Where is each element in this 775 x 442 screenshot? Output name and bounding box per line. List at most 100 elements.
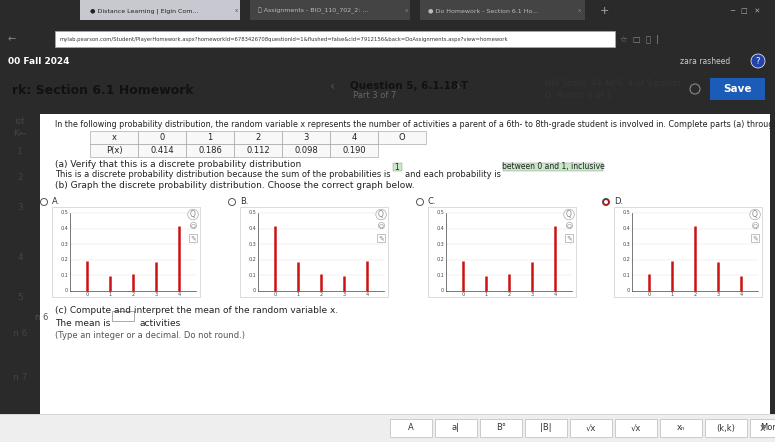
- Bar: [428, 207, 576, 297]
- Text: 2: 2: [17, 172, 22, 182]
- Text: 4: 4: [553, 293, 556, 297]
- Text: n 6: n 6: [13, 329, 27, 339]
- Text: 2: 2: [319, 293, 322, 297]
- Text: zara rasheed: zara rasheed: [680, 57, 730, 65]
- Bar: [112, 311, 134, 321]
- Text: ⬜ Assignments - BIO_110_702_2: ...: ⬜ Assignments - BIO_110_702_2: ...: [258, 8, 368, 14]
- Text: D.: D.: [614, 198, 623, 206]
- Text: +: +: [600, 6, 609, 16]
- Text: 0.414: 0.414: [150, 146, 174, 155]
- Text: 0.112: 0.112: [246, 146, 270, 155]
- Text: ist: ist: [15, 118, 26, 126]
- Text: 2: 2: [694, 293, 697, 297]
- Text: 0: 0: [253, 289, 256, 293]
- Circle shape: [229, 198, 236, 206]
- Text: xₙ: xₙ: [677, 423, 685, 433]
- Text: 0: 0: [65, 289, 68, 293]
- Text: 1: 1: [484, 293, 487, 297]
- Text: ─   □   ✕: ─ □ ✕: [730, 8, 760, 14]
- Text: (k,k): (k,k): [717, 423, 735, 433]
- Bar: [390, 419, 432, 437]
- Text: (a) Verify that this is a discrete probability distribution: (a) Verify that this is a discrete proba…: [55, 160, 301, 169]
- Bar: [660, 419, 702, 437]
- Text: ✎: ✎: [378, 235, 384, 241]
- Text: √x: √x: [586, 423, 596, 433]
- Text: Q: Q: [566, 210, 572, 219]
- Text: ✎: ✎: [752, 235, 758, 241]
- Text: x: x: [760, 423, 766, 433]
- Text: x: x: [405, 8, 408, 14]
- Text: 1: 1: [17, 148, 23, 156]
- Text: √x: √x: [631, 423, 641, 433]
- Bar: [480, 419, 522, 437]
- Text: Part 3 of 7: Part 3 of 7: [353, 91, 396, 100]
- Text: n 6: n 6: [35, 312, 48, 321]
- Bar: [420, 0, 585, 20]
- Bar: [138, 144, 186, 157]
- Text: 0.2: 0.2: [436, 257, 444, 262]
- Bar: [705, 419, 747, 437]
- Bar: [0, 414, 775, 442]
- Bar: [240, 207, 388, 297]
- Text: 4: 4: [365, 293, 368, 297]
- Text: 2: 2: [256, 133, 260, 142]
- Text: 0: 0: [85, 293, 89, 297]
- Text: A: A: [408, 423, 414, 433]
- Bar: [282, 131, 330, 144]
- Text: ✎: ✎: [190, 235, 196, 241]
- Text: 0: 0: [441, 289, 444, 293]
- Text: Q: Q: [190, 210, 196, 219]
- Text: Q: Q: [753, 223, 758, 228]
- Text: 0.3: 0.3: [60, 242, 68, 247]
- Text: HW Score: 44.44%, 4 of 9 points: HW Score: 44.44%, 4 of 9 points: [545, 80, 680, 88]
- Text: 0.3: 0.3: [248, 242, 256, 247]
- Text: |B|: |B|: [540, 423, 552, 433]
- Text: 0.1: 0.1: [436, 273, 444, 278]
- Text: B°: B°: [496, 423, 506, 433]
- Text: ‹: ‹: [330, 80, 335, 92]
- Text: More: More: [760, 423, 775, 433]
- Text: 3: 3: [716, 293, 719, 297]
- Bar: [525, 419, 567, 437]
- Text: 0.1: 0.1: [622, 273, 630, 278]
- Circle shape: [416, 198, 423, 206]
- Bar: [90, 144, 138, 157]
- Text: (Type an integer or a decimal. Do not round.): (Type an integer or a decimal. Do not ro…: [55, 331, 245, 340]
- Text: 0.4: 0.4: [248, 226, 256, 231]
- Text: 0: 0: [274, 293, 277, 297]
- Text: 0.5: 0.5: [436, 210, 444, 216]
- Text: 3: 3: [303, 133, 308, 142]
- Text: In the following probability distribution, the random variable x represents the : In the following probability distributio…: [55, 120, 775, 129]
- Text: This is a discrete probability distribution because the sum of the probabilities: This is a discrete probability distribut…: [55, 170, 391, 179]
- Text: 4: 4: [739, 293, 742, 297]
- Text: x: x: [235, 8, 238, 14]
- Bar: [393, 163, 402, 171]
- Circle shape: [604, 200, 608, 204]
- Text: between 0 and 1, inclusive: between 0 and 1, inclusive: [501, 163, 604, 171]
- Text: (b) Graph the discrete probability distribution. Choose the correct graph below.: (b) Graph the discrete probability distr…: [55, 181, 415, 190]
- Text: 1: 1: [297, 293, 300, 297]
- Text: C.: C.: [428, 198, 436, 206]
- Text: Save: Save: [723, 84, 751, 94]
- Text: a|: a|: [452, 423, 460, 433]
- Text: Question 5, 6.1.18-T: Question 5, 6.1.18-T: [350, 81, 468, 91]
- Text: K←: K←: [13, 130, 26, 138]
- Text: ☆  □  ⬛  |: ☆ □ ⬛ |: [620, 34, 659, 43]
- Text: 0.098: 0.098: [294, 146, 318, 155]
- Text: Q: Q: [378, 210, 384, 219]
- Text: P(x): P(x): [105, 146, 122, 155]
- Text: O  Points: 0 of 1: O Points: 0 of 1: [545, 91, 611, 99]
- Bar: [710, 78, 765, 100]
- Text: 1: 1: [109, 293, 112, 297]
- Bar: [378, 131, 426, 144]
- Bar: [52, 207, 200, 297]
- Text: 3: 3: [154, 293, 157, 297]
- Text: 2: 2: [132, 293, 135, 297]
- Text: Q: Q: [752, 210, 758, 219]
- Text: 1: 1: [394, 163, 399, 171]
- Text: O: O: [398, 133, 405, 142]
- Text: 5: 5: [17, 293, 23, 301]
- Bar: [186, 131, 234, 144]
- Bar: [80, 0, 240, 20]
- Text: 4: 4: [351, 133, 356, 142]
